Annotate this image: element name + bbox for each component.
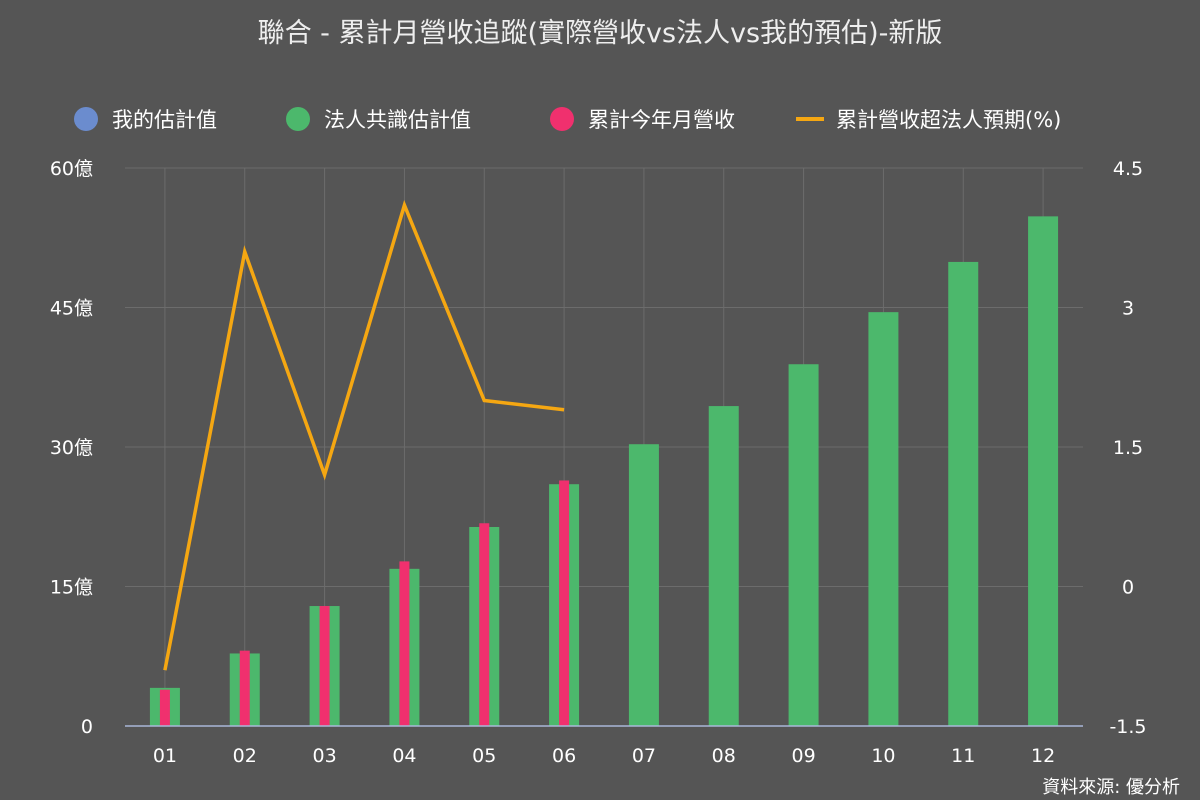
line-累計營收超法人預期(%) [163, 199, 565, 671]
x-tick-label: 08 [712, 745, 736, 767]
y-right-tick-label: 1.5 [1113, 437, 1143, 459]
legend-marker [74, 107, 98, 131]
bar-法人共識估計值-09 [788, 364, 819, 726]
bar-累計今年月營收-03 [319, 606, 330, 726]
x-tick-label: 03 [312, 745, 336, 767]
y-left-tick-label: 15億 [50, 577, 93, 599]
x-tick-label: 07 [632, 745, 656, 767]
bar-法人共識估計值-10 [868, 312, 899, 726]
legend-label: 累計今年月營收 [588, 108, 735, 132]
bar-法人共識估計值-07 [628, 444, 659, 726]
x-tick-label: 04 [392, 745, 416, 767]
y-left-tick-label: 30億 [50, 437, 93, 459]
bar-法人共識估計值-12 [1028, 216, 1059, 727]
axes: 0 15億 30億 45億 60億 -1.5 0 1.5 3 4.5 01 02 03 04 05 06 07 0… [50, 158, 1147, 767]
legend: 我的估計值 法人共識估計值 累計今年月營收 累計營收超法人預期(%) [74, 107, 1061, 132]
bars [149, 216, 1059, 727]
x-tick-label: 02 [233, 745, 257, 767]
y-right-tick-label: 3 [1122, 298, 1134, 320]
bar-法人共識估計值-08 [708, 406, 739, 726]
legend-marker [550, 107, 574, 131]
x-tick-label: 01 [153, 745, 177, 767]
legend-label: 我的估計值 [112, 108, 217, 132]
line-series [163, 199, 565, 671]
x-tick-label: 09 [791, 745, 815, 767]
bar-累計今年月營收-06 [559, 480, 570, 726]
bar-累計今年月營收-05 [479, 523, 490, 726]
y-left-tick-label: 45億 [50, 298, 93, 320]
x-tick-label: 12 [1031, 745, 1055, 767]
y-right-tick-label: -1.5 [1109, 716, 1146, 738]
source-label: 資料來源: 優分析 [1042, 777, 1180, 798]
bar-法人共識估計值-11 [948, 261, 979, 726]
bar-累計今年月營收-02 [239, 650, 250, 726]
legend-label: 法人共識估計值 [324, 108, 471, 132]
y-right-tick-label: 4.5 [1113, 158, 1143, 180]
x-tick-label: 10 [871, 745, 895, 767]
legend-label: 累計營收超法人預期(%) [836, 108, 1061, 132]
y-left-tick-label: 0 [81, 716, 93, 738]
y-right-tick-label: 0 [1122, 577, 1134, 599]
chart-title: 聯合 - 累計月營收追蹤(實際營收vs法人vs我的預估)-新版 [258, 18, 943, 49]
y-left-tick-label: 60億 [50, 158, 93, 180]
bar-累計今年月營收-01 [159, 689, 170, 726]
gridlines [125, 167, 1083, 726]
x-tick-label: 11 [951, 745, 975, 767]
legend-marker [286, 107, 310, 131]
x-tick-label: 05 [472, 745, 496, 767]
x-tick-label: 06 [552, 745, 576, 767]
bar-累計今年月營收-04 [399, 561, 410, 726]
